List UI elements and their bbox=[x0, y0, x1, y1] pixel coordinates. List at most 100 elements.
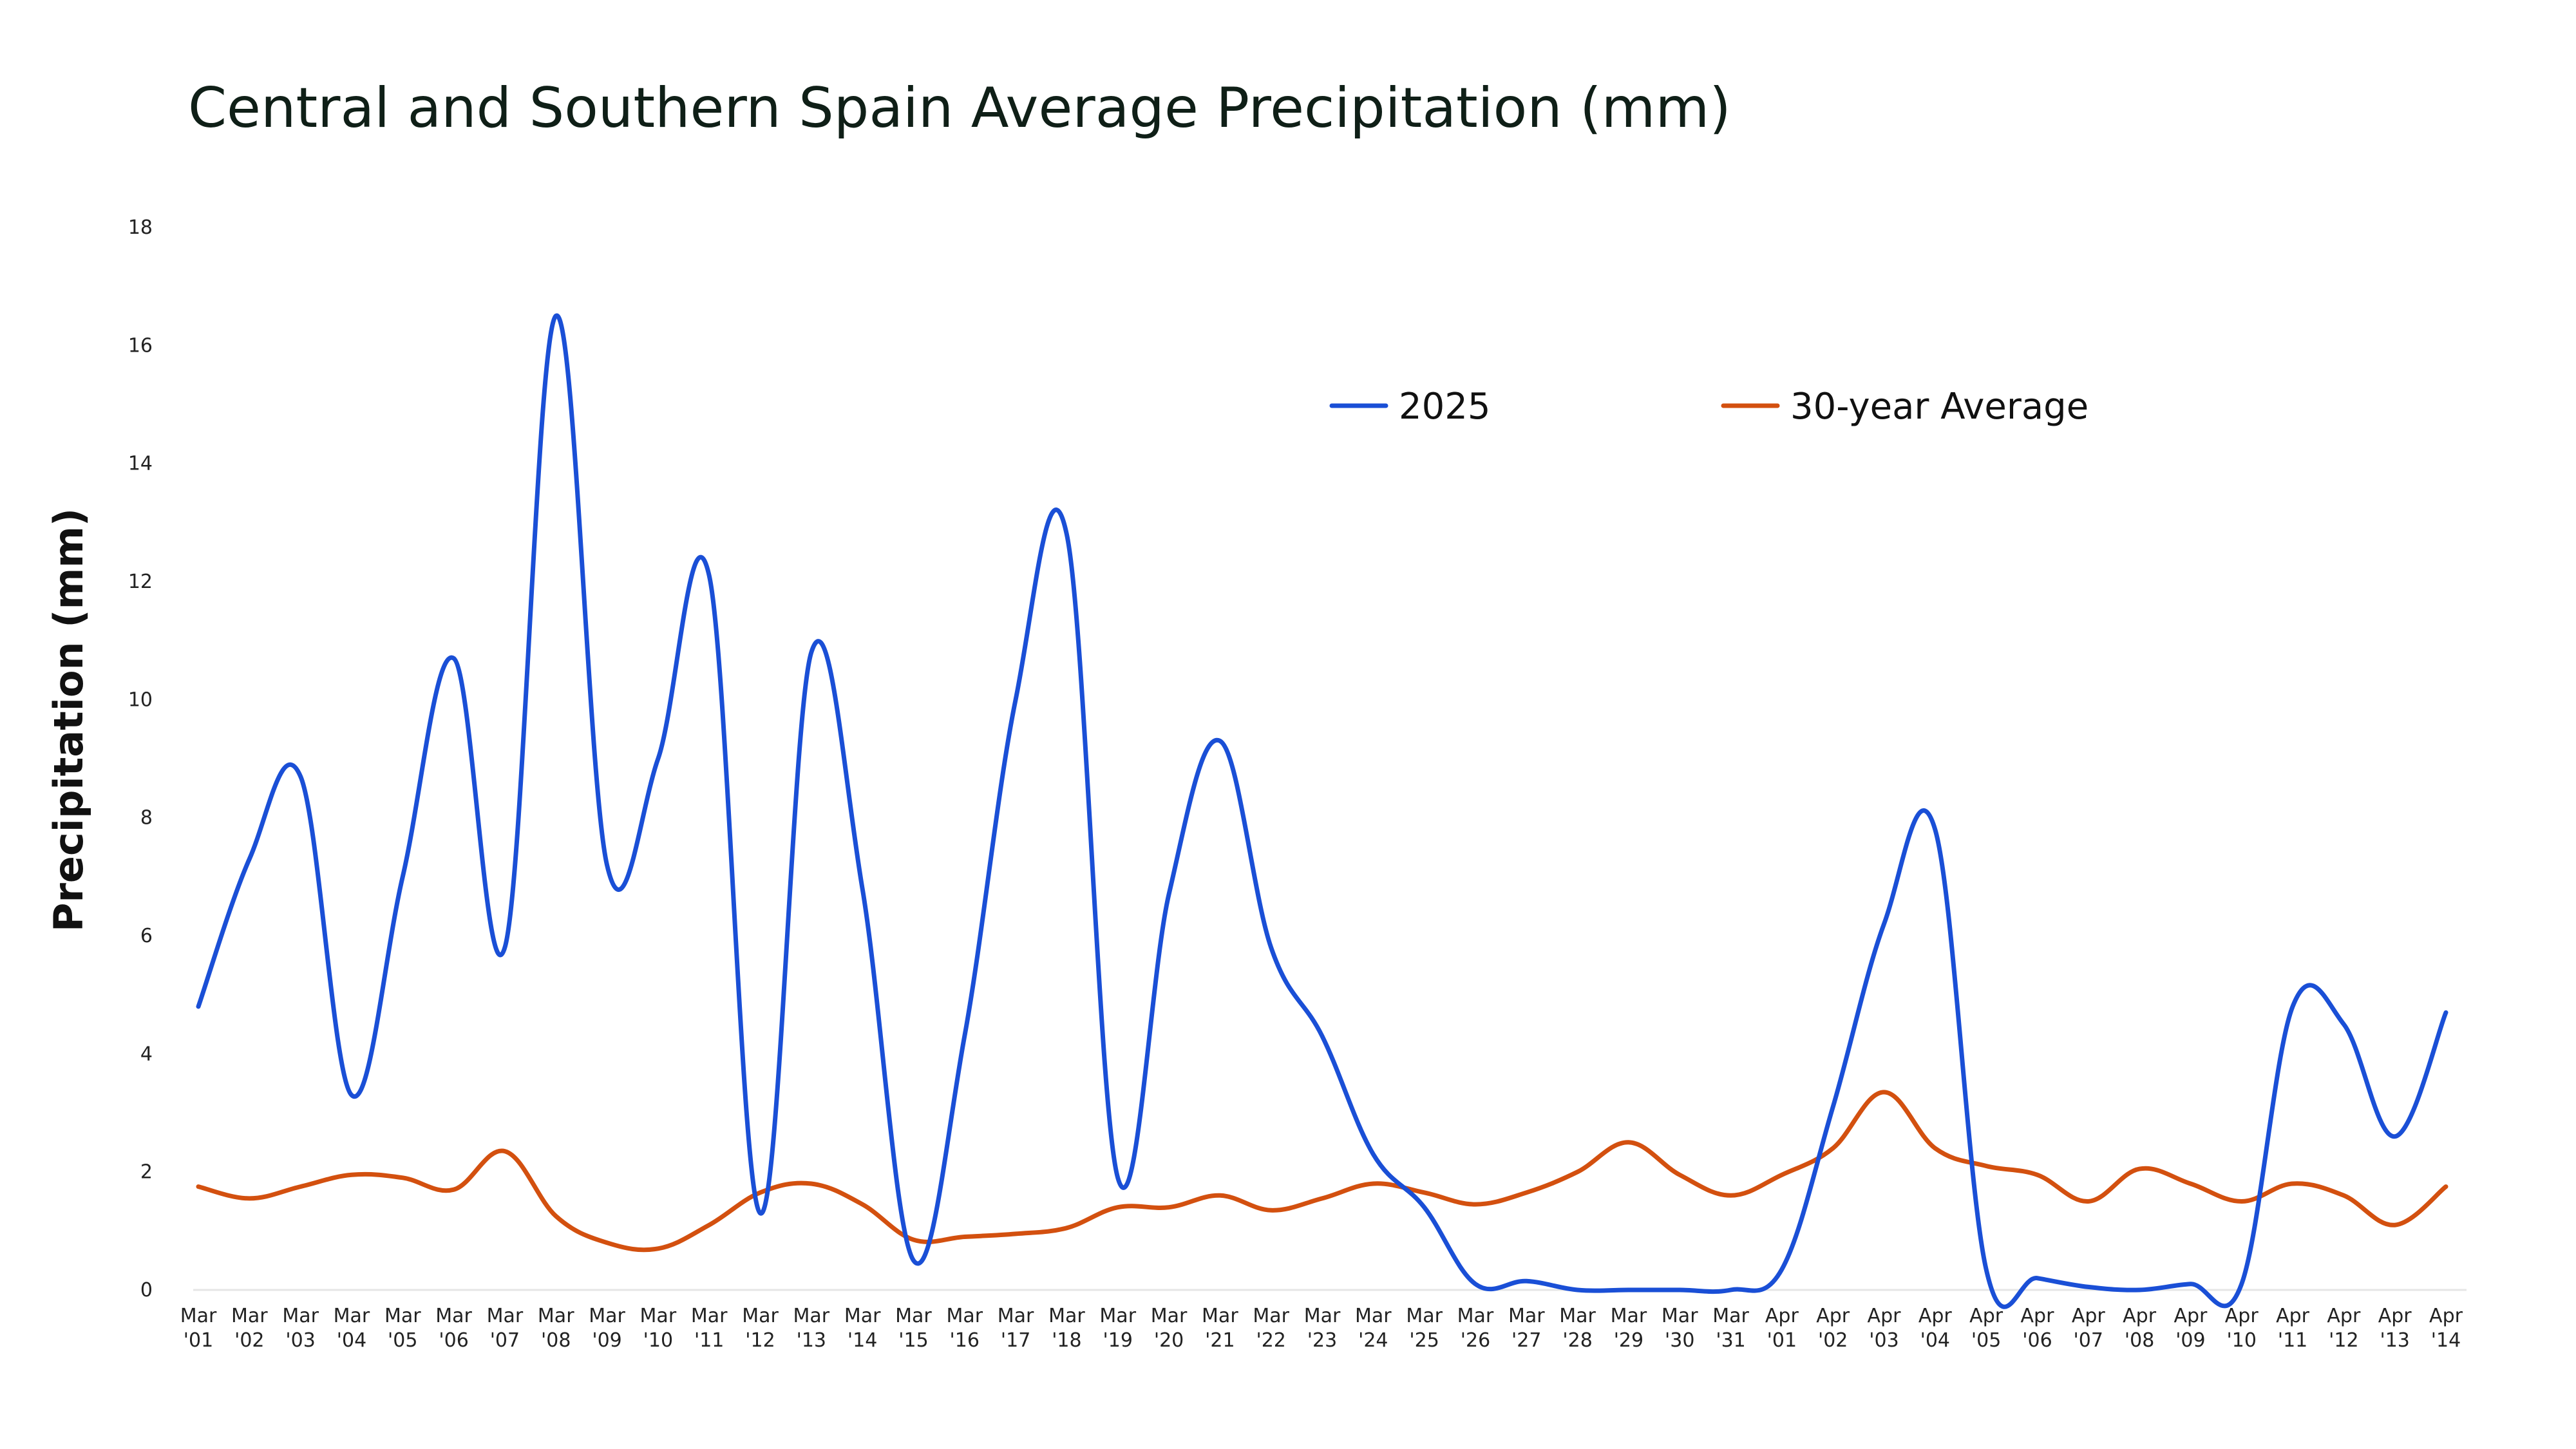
x-tick-label: Mar '08 bbox=[538, 1305, 574, 1352]
x-tick-day: '12 bbox=[2329, 1329, 2358, 1352]
x-tick-day: '10 bbox=[2227, 1329, 2257, 1352]
x-tick-label: Apr '05 bbox=[1969, 1305, 2003, 1352]
x-tick-month: Apr bbox=[2225, 1305, 2259, 1327]
x-tick-day: '09 bbox=[2175, 1329, 2205, 1352]
x-tick-month: Mar bbox=[1559, 1305, 1596, 1327]
x-tick-month: Apr bbox=[2327, 1305, 2361, 1327]
x-tick-label: Mar '05 bbox=[384, 1305, 421, 1352]
x-tick-label: Mar '01 bbox=[180, 1305, 217, 1352]
x-tick-label: Apr '10 bbox=[2225, 1305, 2259, 1352]
x-tick-label: Mar '28 bbox=[1559, 1305, 1596, 1352]
x-tick-month: Apr bbox=[1868, 1305, 1902, 1327]
y-tick-label: 18 bbox=[128, 216, 153, 239]
x-tick-month: Apr bbox=[2021, 1305, 2055, 1327]
x-tick-month: Apr bbox=[1816, 1305, 1850, 1327]
x-tick-day: '10 bbox=[643, 1329, 673, 1352]
x-tick-day: '08 bbox=[541, 1329, 571, 1352]
x-tick-label: Mar '31 bbox=[1712, 1305, 1749, 1352]
x-tick-month: Mar bbox=[1151, 1305, 1188, 1327]
x-tick-label: Mar '23 bbox=[1304, 1305, 1341, 1352]
x-tick-day: '01 bbox=[184, 1329, 213, 1352]
x-tick-label: Mar '12 bbox=[742, 1305, 779, 1352]
x-tick-month: Mar bbox=[282, 1305, 319, 1327]
x-tick-month: Apr bbox=[2174, 1305, 2208, 1327]
x-tick-day: '03 bbox=[285, 1329, 315, 1352]
x-tick-month: Mar bbox=[1048, 1305, 1085, 1327]
x-tick-day: '05 bbox=[1971, 1329, 2001, 1352]
x-tick-month: Mar bbox=[384, 1305, 421, 1327]
x-tick-label: Apr '04 bbox=[1918, 1305, 1953, 1352]
x-tick-label: Mar '06 bbox=[435, 1305, 472, 1352]
y-tick-label: 16 bbox=[128, 334, 153, 357]
x-tick-label: Apr '06 bbox=[2021, 1305, 2055, 1352]
x-tick-month: Mar bbox=[1099, 1305, 1136, 1327]
x-tick-label: Apr '14 bbox=[2429, 1305, 2463, 1352]
x-tick-month: Mar bbox=[180, 1305, 217, 1327]
x-tick-day: '16 bbox=[950, 1329, 980, 1352]
x-tick-day: '31 bbox=[1716, 1329, 1745, 1352]
x-tick-day: '17 bbox=[1001, 1329, 1030, 1352]
legend-label-2025: 2025 bbox=[1399, 386, 1491, 428]
series-line-2025 bbox=[196, 313, 2448, 1309]
y-tick-label: 4 bbox=[140, 1043, 153, 1065]
x-tick-day: '08 bbox=[2125, 1329, 2154, 1352]
x-tick-month: Mar bbox=[844, 1305, 881, 1327]
x-tick-label: Mar '26 bbox=[1457, 1305, 1494, 1352]
x-tick-month: Apr bbox=[2378, 1305, 2412, 1327]
y-tick-label: 2 bbox=[140, 1161, 153, 1184]
x-tick-day: '02 bbox=[234, 1329, 264, 1352]
x-tick-month: Mar bbox=[895, 1305, 932, 1327]
x-tick-label: Mar '07 bbox=[487, 1305, 524, 1352]
x-tick-month: Mar bbox=[998, 1305, 1034, 1327]
x-tick-day: '07 bbox=[2074, 1329, 2103, 1352]
y-tick-labels: 0 2 4 6 8 10 12 14 16 18 bbox=[128, 216, 153, 1302]
x-tick-day: '23 bbox=[1307, 1329, 1337, 1352]
x-tick-month: Mar bbox=[1355, 1305, 1392, 1327]
x-tick-label: Mar '02 bbox=[231, 1305, 268, 1352]
x-tick-month: Apr bbox=[2429, 1305, 2463, 1327]
x-tick-month: Apr bbox=[1969, 1305, 2003, 1327]
x-tick-month: Mar bbox=[1662, 1305, 1698, 1327]
series-layer bbox=[196, 313, 2448, 1309]
x-tick-label: Mar '13 bbox=[793, 1305, 830, 1352]
x-tick-month: Apr bbox=[2276, 1305, 2310, 1327]
x-tick-label: Mar '15 bbox=[895, 1305, 932, 1352]
x-tick-label: Mar '09 bbox=[589, 1305, 625, 1352]
series-line-30-year-average bbox=[196, 1090, 2448, 1253]
x-tick-month: Apr bbox=[2072, 1305, 2106, 1327]
x-tick-day: '06 bbox=[2022, 1329, 2052, 1352]
x-tick-label: Mar '27 bbox=[1508, 1305, 1545, 1352]
x-tick-label: Mar '30 bbox=[1662, 1305, 1698, 1352]
x-tick-month: Mar bbox=[742, 1305, 779, 1327]
y-tick-label: 6 bbox=[140, 925, 153, 947]
x-tick-month: Apr bbox=[1765, 1305, 1799, 1327]
x-tick-label: Mar '24 bbox=[1355, 1305, 1392, 1352]
x-tick-month: Mar bbox=[1508, 1305, 1545, 1327]
x-tick-month: Apr bbox=[1918, 1305, 1953, 1327]
x-tick-label: Mar '25 bbox=[1406, 1305, 1443, 1352]
x-tick-day: '07 bbox=[490, 1329, 520, 1352]
y-tick-label: 8 bbox=[140, 807, 153, 829]
legend-label-30-year-average: 30-year Average bbox=[1790, 386, 2088, 428]
x-tick-label: Mar '03 bbox=[282, 1305, 319, 1352]
x-tick-month: Mar bbox=[1406, 1305, 1443, 1327]
y-tick-label: 14 bbox=[128, 453, 153, 475]
x-tick-day: '27 bbox=[1511, 1329, 1541, 1352]
x-tick-day: '11 bbox=[694, 1329, 724, 1352]
x-tick-label: Apr '09 bbox=[2174, 1305, 2208, 1352]
x-tick-label: Mar '22 bbox=[1253, 1305, 1289, 1352]
x-tick-label: Mar '04 bbox=[334, 1305, 370, 1352]
x-tick-label: Mar '18 bbox=[1048, 1305, 1085, 1352]
x-tick-day: '25 bbox=[1409, 1329, 1439, 1352]
x-tick-day: '14 bbox=[2431, 1329, 2461, 1352]
x-tick-day: '19 bbox=[1103, 1329, 1133, 1352]
x-tick-day: '05 bbox=[388, 1329, 417, 1352]
x-tick-day: '04 bbox=[337, 1329, 366, 1352]
x-tick-day: '18 bbox=[1052, 1329, 1081, 1352]
x-tick-month: Mar bbox=[1457, 1305, 1494, 1327]
x-tick-day: '22 bbox=[1256, 1329, 1285, 1352]
x-tick-day: '09 bbox=[592, 1329, 621, 1352]
x-tick-day: '02 bbox=[1818, 1329, 1848, 1352]
x-tick-day: '21 bbox=[1205, 1329, 1235, 1352]
x-tick-day: '30 bbox=[1665, 1329, 1694, 1352]
